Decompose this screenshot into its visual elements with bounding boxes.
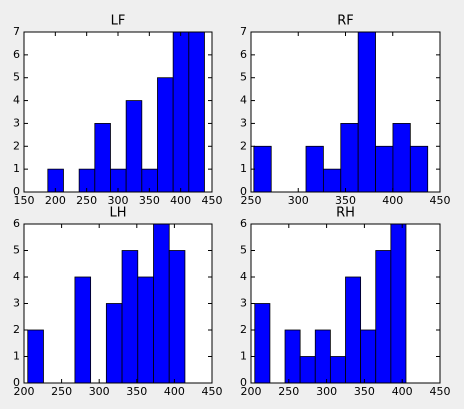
- x-tick-label: 200: [241, 385, 262, 398]
- bar: [345, 276, 362, 384]
- bar: [172, 31, 190, 193]
- axes-frame: [23, 223, 213, 384]
- bar: [27, 329, 44, 384]
- bar: [360, 329, 377, 384]
- bar: [314, 329, 331, 384]
- x-tick-label: 200: [45, 194, 66, 207]
- bar: [357, 31, 376, 193]
- x-tick-label: 400: [392, 385, 413, 398]
- y-tick-label: 0: [240, 185, 247, 198]
- chart-title: RH: [336, 206, 355, 221]
- y-tick-label: 1: [240, 162, 247, 175]
- bar: [340, 123, 359, 193]
- y-tick-label: 6: [13, 48, 20, 61]
- y-tick-label: 4: [13, 270, 20, 283]
- y-tick-label: 3: [240, 116, 247, 129]
- bar: [390, 223, 407, 384]
- y-tick-label: 3: [13, 297, 20, 310]
- bar: [329, 356, 346, 384]
- y-tick-label: 2: [240, 323, 247, 336]
- x-tick-label: 200: [14, 385, 35, 398]
- chart-title: LF: [111, 14, 126, 29]
- x-tick-label: 400: [382, 194, 403, 207]
- y-tick-label: 4: [13, 94, 20, 107]
- y-tick-label: 3: [240, 297, 247, 310]
- x-tick-label: 250: [76, 194, 97, 207]
- x-tick-label: 250: [241, 194, 262, 207]
- x-tick-label: 350: [354, 385, 375, 398]
- axes-frame: [23, 31, 213, 193]
- bar: [284, 329, 301, 384]
- bar: [137, 276, 154, 384]
- chart-title: RF: [337, 14, 354, 29]
- x-tick-label: 250: [51, 385, 72, 398]
- x-tick-label: 350: [126, 385, 147, 398]
- x-tick-label: 150: [14, 194, 35, 207]
- y-tick-label: 4: [240, 270, 247, 283]
- x-tick-label: 400: [164, 385, 185, 398]
- y-tick-label: 1: [240, 350, 247, 363]
- y-tick-label: 2: [240, 139, 247, 152]
- x-tick-label: 250: [278, 385, 299, 398]
- x-tick-label: 350: [335, 194, 356, 207]
- y-tick-label: 5: [13, 71, 20, 84]
- y-tick-label: 0: [13, 185, 20, 198]
- y-tick-label: 0: [13, 376, 20, 389]
- x-tick-label: 400: [170, 194, 191, 207]
- bar: [121, 250, 139, 384]
- y-tick-label: 5: [240, 71, 247, 84]
- bar: [94, 123, 111, 193]
- bar: [157, 77, 174, 193]
- y-tick-label: 7: [13, 25, 20, 38]
- bar: [125, 100, 143, 193]
- bar: [253, 145, 272, 193]
- bar: [375, 250, 392, 384]
- x-tick-label: 300: [288, 194, 309, 207]
- y-tick-label: 6: [13, 217, 20, 230]
- bar: [392, 123, 411, 193]
- bar: [153, 223, 170, 384]
- x-tick-label: 450: [202, 385, 223, 398]
- y-tick-label: 2: [13, 323, 20, 336]
- y-tick-label: 7: [240, 25, 247, 38]
- chart-title: LH: [109, 206, 126, 221]
- bar: [375, 145, 394, 193]
- y-tick-label: 0: [240, 376, 247, 389]
- bar: [254, 303, 271, 384]
- x-tick-label: 350: [139, 194, 160, 207]
- x-tick-label: 450: [430, 385, 451, 398]
- axes-frame: [250, 31, 441, 193]
- bar: [74, 276, 92, 384]
- x-tick-label: 300: [89, 385, 110, 398]
- x-tick-label: 300: [316, 385, 337, 398]
- y-tick-label: 4: [240, 94, 247, 107]
- bar: [322, 168, 342, 193]
- y-tick-label: 6: [240, 48, 247, 61]
- y-tick-label: 6: [240, 217, 247, 230]
- x-tick-label: 300: [108, 194, 129, 207]
- bar: [188, 31, 205, 193]
- y-tick-label: 1: [13, 162, 20, 175]
- x-tick-label: 450: [202, 194, 223, 207]
- bar: [105, 303, 123, 384]
- y-tick-label: 5: [13, 244, 20, 257]
- bar: [305, 145, 324, 193]
- y-tick-label: 3: [13, 116, 20, 129]
- x-tick-label: 450: [430, 194, 451, 207]
- y-tick-label: 2: [13, 139, 20, 152]
- y-tick-label: 5: [240, 244, 247, 257]
- y-tick-label: 1: [13, 350, 20, 363]
- bar: [409, 145, 429, 193]
- bar: [168, 250, 186, 384]
- axes-frame: [250, 223, 441, 384]
- bar: [299, 356, 316, 384]
